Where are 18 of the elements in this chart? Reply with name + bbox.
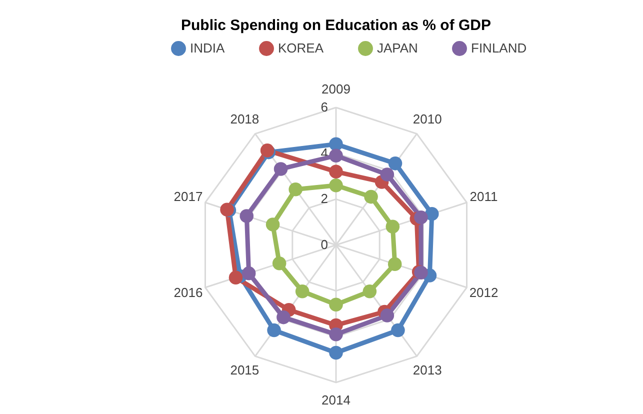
spoke-label: 2018 (230, 111, 260, 126)
legend-label: KOREA (278, 40, 324, 56)
spoke-label: 2009 (322, 82, 350, 97)
y-tick-label: 6 (320, 100, 328, 114)
legend-label: INDIA (190, 40, 225, 56)
spoke-label: 2017 (174, 188, 203, 204)
chart-title: Public Spending on Education as % of GDP (180, 17, 492, 34)
spoke-label: 2015 (230, 362, 260, 378)
spoke-label: 2014 (322, 392, 350, 408)
legend-label: FINLAND (471, 40, 527, 56)
legend-label: JAPAN (377, 40, 418, 56)
spoke-label: 2016 (174, 285, 203, 300)
spoke-label: 2013 (412, 362, 442, 378)
y-tick-label: 2 (320, 191, 328, 206)
spoke-label: 2010 (412, 111, 442, 126)
spoke-label: 2011 (470, 188, 498, 204)
spoke-label: 2012 (469, 285, 498, 300)
y-tick-label: 0 (320, 237, 328, 252)
